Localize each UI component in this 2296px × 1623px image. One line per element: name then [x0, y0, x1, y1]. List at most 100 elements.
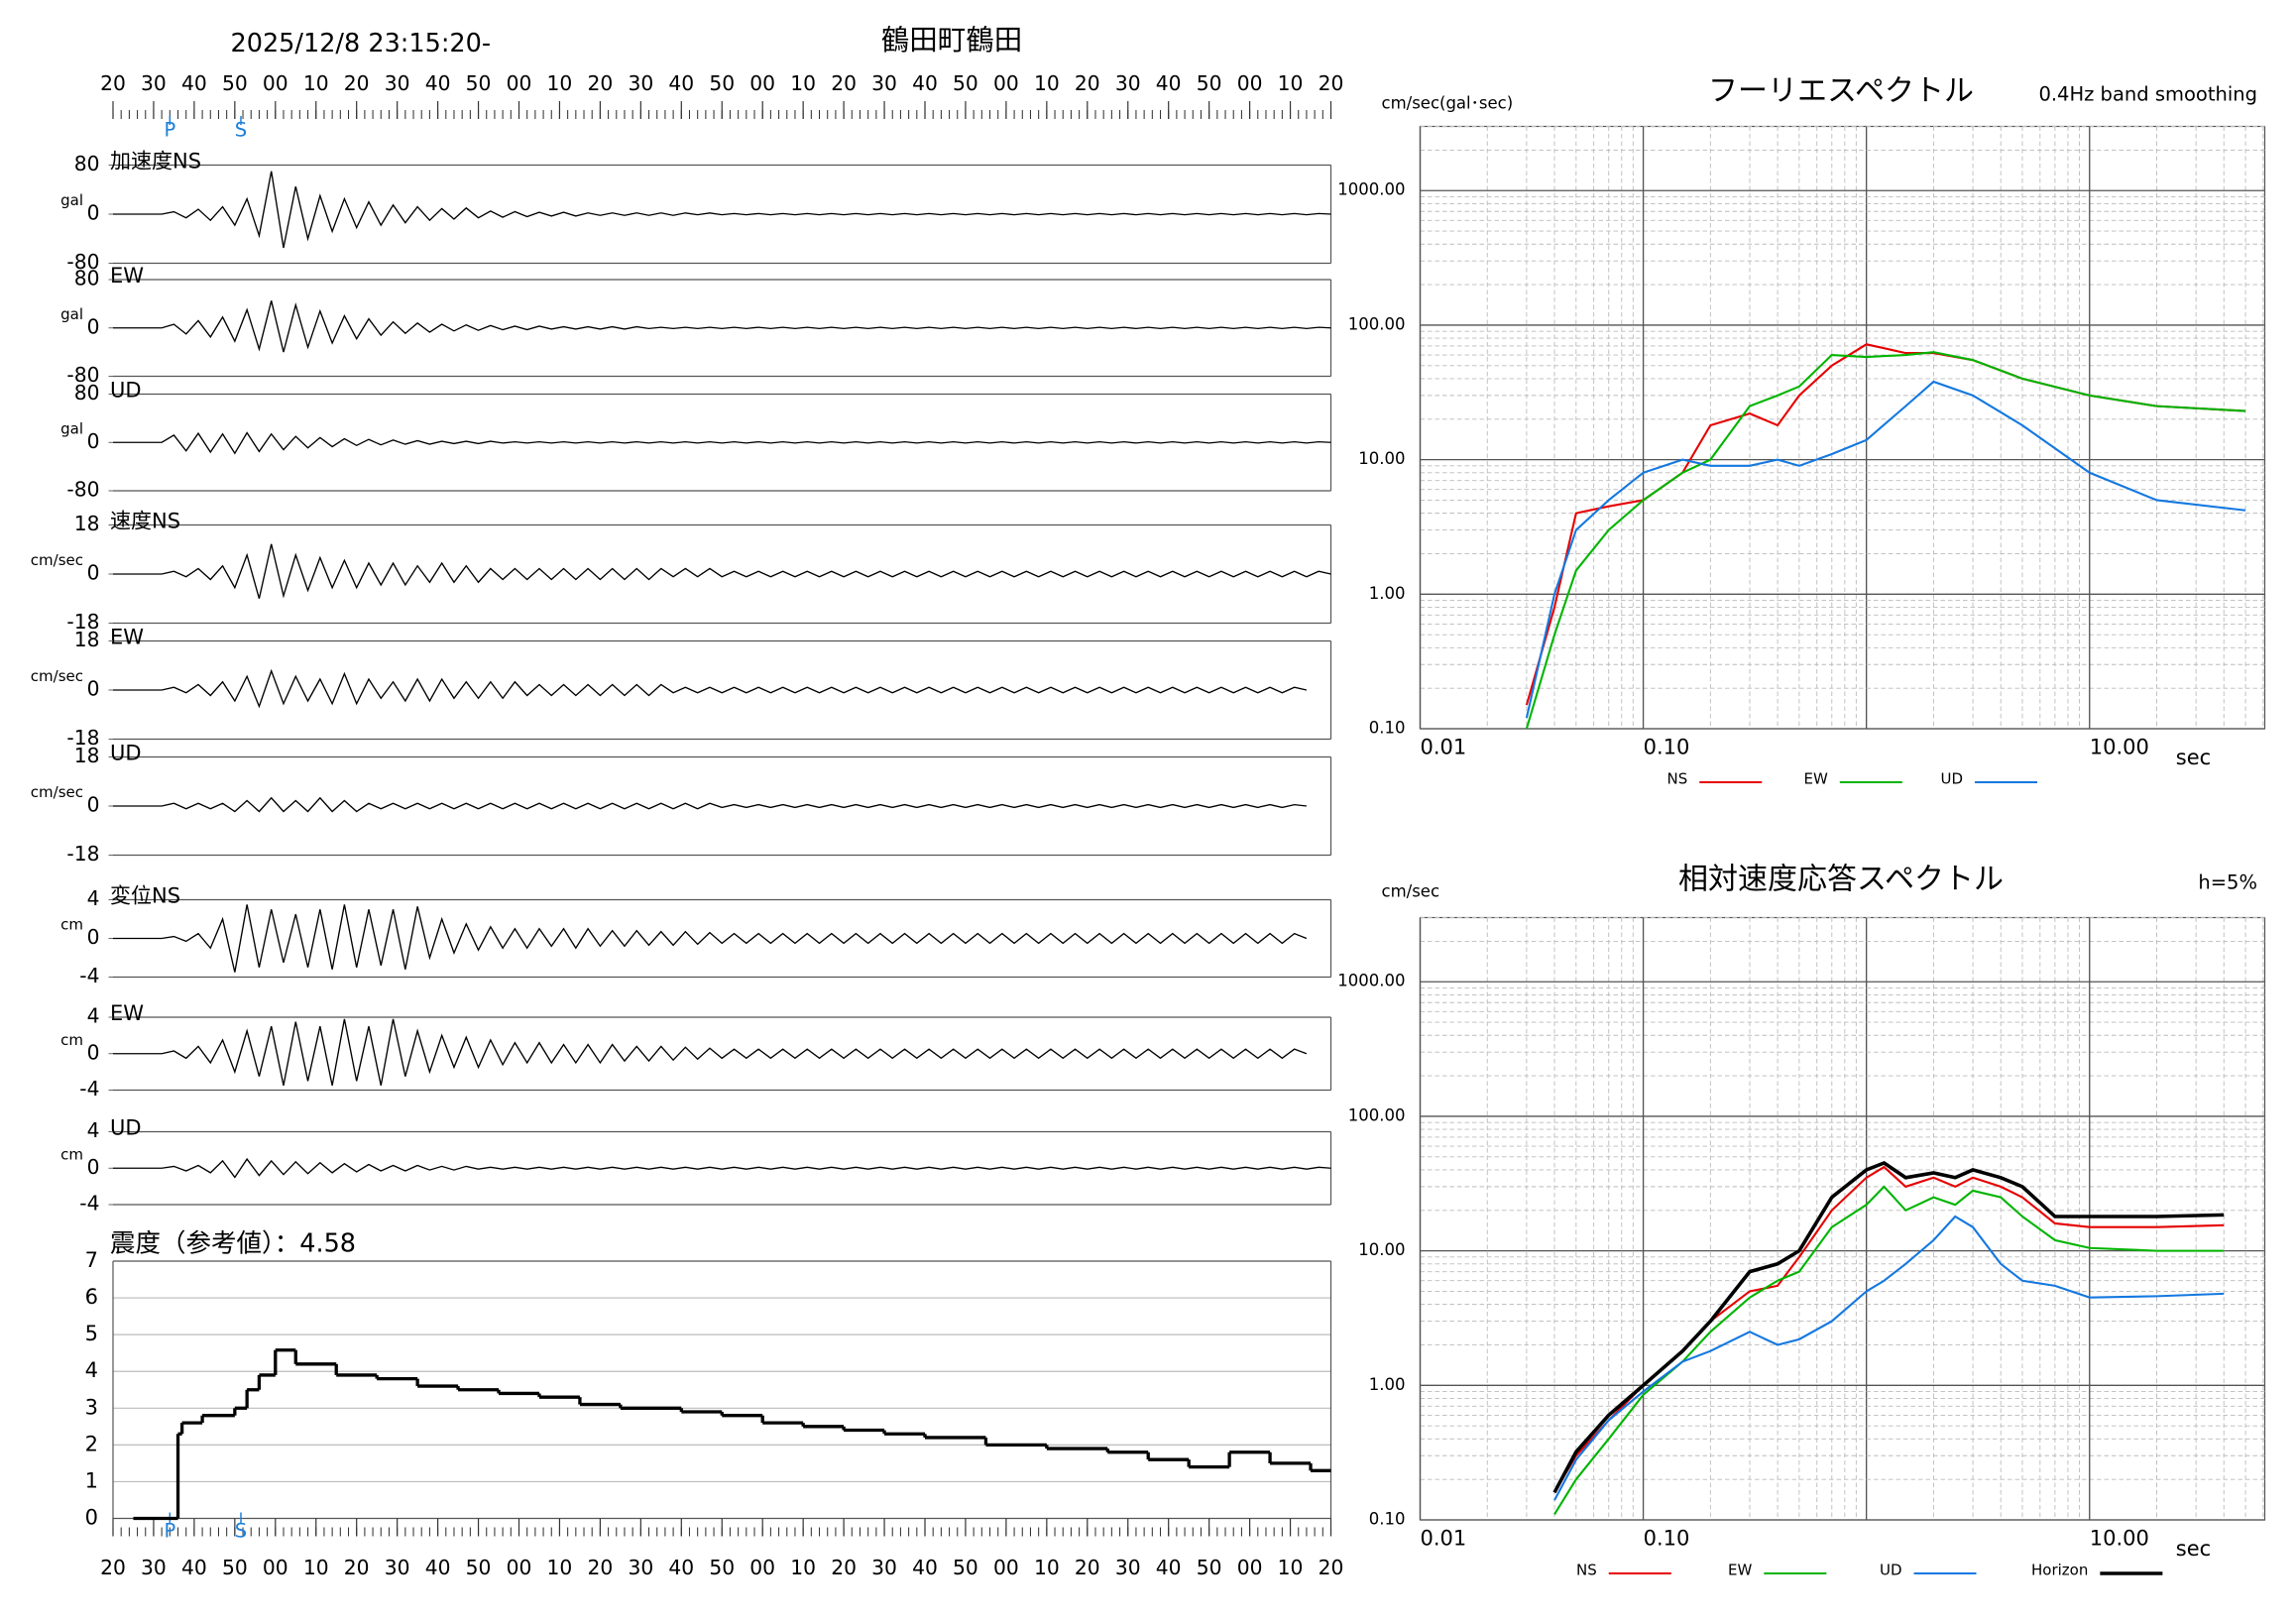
- y-tick-label: 7: [85, 1248, 98, 1272]
- trace-label: 変位NS: [110, 884, 180, 908]
- spectrum-line: [1553, 1215, 2225, 1501]
- chart-subtitle: h=5%: [2198, 871, 2257, 894]
- x-tick-label: 30: [141, 71, 167, 95]
- y-tick-label: 0: [87, 1040, 100, 1064]
- waveform: [113, 796, 1308, 813]
- x-tick-label: 00: [749, 1556, 775, 1579]
- x-tick-label: 30: [141, 1556, 167, 1579]
- trace-label: UD: [110, 742, 142, 765]
- trace-label: 速度NS: [110, 510, 180, 533]
- y-tick-label: 0.10: [1369, 1510, 1406, 1529]
- y-tick-label: 2: [85, 1432, 98, 1455]
- y-tick-label: 0: [87, 561, 100, 585]
- x-tick-label: 30: [1115, 71, 1141, 95]
- x-tick-label: 40: [181, 71, 207, 95]
- y-tick-label: 1000.00: [1337, 972, 1405, 990]
- x-tick-label: 10: [1034, 71, 1060, 95]
- x-tick-label: 50: [1197, 1556, 1222, 1579]
- y-tick-label: 3: [85, 1395, 98, 1419]
- y-tick-label: -80: [66, 478, 99, 502]
- x-tick-label: 50: [222, 71, 248, 95]
- x-tick-label: 40: [181, 1556, 207, 1579]
- legend-label: UD: [1941, 770, 1964, 788]
- phase-label: P: [164, 1520, 175, 1543]
- y-tick-label: 10.00: [1358, 449, 1405, 468]
- waveform: [113, 668, 1308, 709]
- y-tick-label: 5: [85, 1322, 98, 1345]
- legend-label: NS: [1667, 770, 1688, 788]
- y-tick-label: 4: [87, 1118, 100, 1142]
- x-tick-label: 30: [628, 71, 653, 95]
- y-tick-label: 1.00: [1369, 1375, 1406, 1394]
- unit-label: cm/sec: [31, 667, 83, 685]
- y-tick-label: 1000.00: [1337, 180, 1405, 199]
- x-tick-label: 30: [628, 1556, 653, 1579]
- x-tick-label: 50: [709, 71, 735, 95]
- legend-label: EW: [1728, 1562, 1752, 1579]
- x-tick-label: 40: [1156, 71, 1182, 95]
- x-axis-label: sec: [2176, 746, 2211, 769]
- x-tick-label: 00: [263, 1556, 288, 1579]
- x-tick-label: 20: [1319, 1556, 1344, 1579]
- x-tick-label: 40: [668, 71, 694, 95]
- y-tick-label: -80: [66, 250, 99, 274]
- x-tick-label: 20: [831, 1556, 857, 1579]
- y-tick-label: 0: [87, 201, 100, 225]
- y-axis-label: cm/sec: [1382, 882, 1440, 901]
- x-tick-label: 20: [344, 71, 370, 95]
- x-tick-label: 20: [1319, 71, 1344, 95]
- phase-label: S: [235, 1520, 247, 1543]
- y-tick-label: -4: [79, 1077, 99, 1101]
- y-tick-label: 100.00: [1348, 314, 1406, 333]
- y-tick-label: -80: [66, 363, 99, 387]
- x-tick-label: 30: [871, 1556, 897, 1579]
- x-tick-label: 50: [953, 71, 978, 95]
- x-tick-label: 10.00: [2090, 736, 2149, 759]
- y-tick-label: 80: [74, 267, 100, 290]
- phase-label: S: [235, 119, 247, 142]
- unit-label: gal: [60, 419, 83, 437]
- x-tick-label: 10: [303, 71, 329, 95]
- y-tick-label: 4: [87, 886, 100, 910]
- phase-label: P: [164, 119, 175, 142]
- x-tick-label: 50: [466, 71, 492, 95]
- waveform: [113, 300, 1331, 353]
- x-tick-label: 0.10: [1644, 1527, 1690, 1551]
- y-tick-label: 18: [74, 628, 100, 651]
- y-tick-label: 1.00: [1369, 584, 1406, 603]
- spectrum-line: [1525, 380, 2246, 719]
- legend-label: EW: [1804, 770, 1828, 788]
- trace-label: EW: [110, 264, 144, 288]
- unit-label: cm/sec: [31, 551, 83, 569]
- trace-label: UD: [110, 379, 142, 403]
- y-tick-label: 18: [74, 512, 100, 535]
- y-tick-label: 0: [87, 925, 100, 949]
- trace-label: EW: [110, 626, 144, 649]
- x-tick-label: 40: [912, 71, 938, 95]
- y-tick-label: 10.00: [1358, 1240, 1405, 1259]
- x-tick-label: 20: [100, 1556, 126, 1579]
- x-tick-label: 00: [263, 71, 288, 95]
- x-tick-label: 00: [993, 1556, 1019, 1579]
- spectrum-line: [1552, 1160, 2225, 1494]
- unit-label: cm: [60, 1031, 83, 1049]
- y-tick-label: -18: [66, 610, 99, 634]
- y-tick-label: -4: [79, 1192, 99, 1216]
- waveform: [113, 171, 1331, 249]
- unit-label: cm: [60, 916, 83, 934]
- x-tick-label: 20: [344, 1556, 370, 1579]
- x-tick-label: 30: [1115, 1556, 1141, 1579]
- y-tick-label: 18: [74, 744, 100, 767]
- y-tick-label: 0: [85, 1506, 98, 1530]
- chart-title: 相対速度応答スペクトル: [1678, 863, 2004, 897]
- y-tick-label: 0.10: [1369, 719, 1406, 738]
- x-tick-label: 40: [668, 1556, 694, 1579]
- trace-label: EW: [110, 1001, 144, 1025]
- x-tick-label: 10: [547, 1556, 573, 1579]
- x-tick-label: 50: [466, 1556, 492, 1579]
- x-tick-label: 30: [871, 71, 897, 95]
- waveform: [113, 431, 1331, 455]
- x-tick-label: 30: [385, 71, 410, 95]
- x-tick-label: 00: [993, 71, 1019, 95]
- x-tick-label: 00: [1237, 71, 1263, 95]
